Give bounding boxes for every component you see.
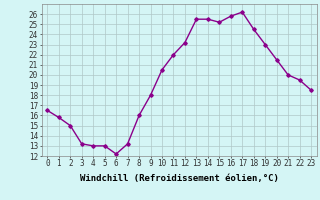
X-axis label: Windchill (Refroidissement éolien,°C): Windchill (Refroidissement éolien,°C) — [80, 174, 279, 183]
